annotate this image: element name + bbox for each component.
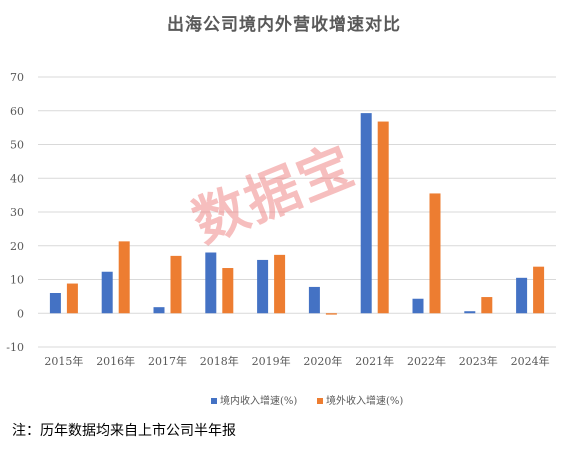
chart-title: 出海公司境内外营收增速对比 (167, 15, 401, 35)
bar (222, 268, 234, 314)
bar (274, 254, 286, 314)
bar (308, 286, 320, 314)
bar (481, 297, 493, 314)
bar (49, 293, 61, 314)
bar (377, 121, 389, 314)
y-tick-label: 20 (10, 240, 24, 253)
bar (412, 298, 424, 314)
x-tick-label: 2020年 (303, 354, 342, 368)
y-tick-label: -10 (6, 341, 24, 354)
bar (205, 252, 217, 314)
footnote: 注：历年数据均来自上市公司半年报 (12, 423, 236, 439)
bar (533, 266, 545, 314)
y-tick-label: 50 (10, 139, 24, 152)
x-tick-label: 2021年 (355, 354, 394, 368)
bar (257, 259, 269, 314)
legend-label: 境内收入增速(%) (220, 394, 297, 407)
x-tick-label: 2023年 (459, 354, 498, 368)
x-tick-label: 2016年 (96, 354, 135, 368)
x-tick-label: 2017年 (148, 354, 187, 368)
bar (153, 307, 165, 314)
x-tick-label: 2015年 (44, 354, 83, 368)
legend-swatch (317, 398, 323, 404)
bar (118, 241, 130, 314)
y-tick-label: 70 (10, 71, 24, 84)
y-tick-label: 0 (17, 307, 24, 320)
x-tick-label: 2018年 (200, 354, 239, 368)
x-tick-label: 2024年 (511, 354, 550, 368)
legend-label: 境外收入增速(%) (326, 394, 403, 407)
y-tick-label: 60 (10, 105, 24, 118)
y-tick-label: 40 (10, 172, 24, 185)
bar (429, 193, 441, 314)
bar (170, 255, 182, 314)
x-tick-label: 2022年 (407, 354, 446, 368)
bar (66, 283, 78, 314)
x-tick-label: 2019年 (252, 354, 291, 368)
bar (325, 313, 337, 315)
bar (360, 113, 372, 314)
legend-swatch (211, 398, 217, 404)
bar (101, 271, 113, 314)
bar (464, 311, 476, 314)
bar (516, 277, 528, 314)
y-tick-label: 30 (10, 206, 24, 219)
y-tick-label: 10 (10, 274, 24, 287)
